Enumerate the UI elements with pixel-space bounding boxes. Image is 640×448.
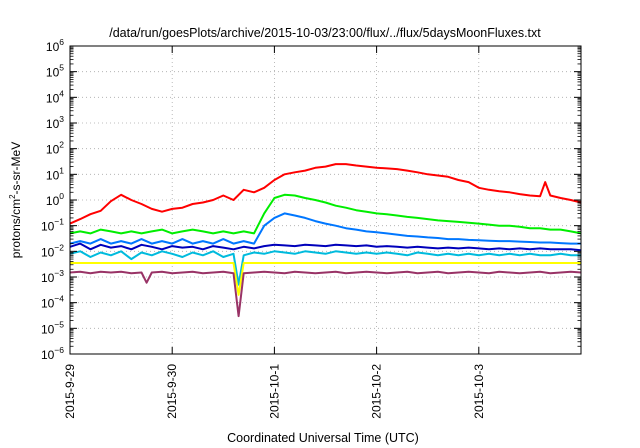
y-tick-label: 10−5: [41, 319, 64, 336]
series-line-1: [69, 163, 582, 225]
y-tick-label: 103: [46, 114, 64, 131]
chart-title: /data/run/goesPlots/archive/2015-10-03/2…: [109, 26, 541, 40]
series-line-6: [70, 262, 581, 296]
y-axis-label-base: protons/cm: [9, 199, 23, 258]
x-axis-label: Coordinated Universal Time (UTC): [227, 431, 419, 445]
axis-ticks: [69, 45, 581, 355]
y-tick-label: 10−6: [41, 345, 64, 362]
x-tick-label: 2015-10-1: [267, 364, 281, 419]
y-tick-label: 100: [46, 191, 64, 208]
y-tick-label: 105: [46, 63, 64, 80]
y-tick-label: 10−4: [41, 294, 64, 311]
y-tick-label: 10−3: [41, 268, 64, 285]
y-axis-label-rest: -s-sr-MeV: [9, 142, 23, 195]
series-line-5: [69, 250, 581, 286]
series-line-7: [69, 270, 582, 318]
y-tick-label: 102: [46, 140, 64, 157]
x-tick-label: 2015-10-3: [472, 364, 486, 419]
y-axis-label: protons/cm2-s-sr-MeV: [8, 142, 23, 258]
y-tick-labels: 10−6 10−5 10−4 10−3 10−2 10−1 100 101 102 103 104 1…: [41, 37, 64, 362]
x-tick-label: 2015-9-30: [165, 364, 179, 419]
y-tick-label: 10−2: [41, 242, 64, 259]
series-lines: [69, 163, 582, 318]
x-tick-labels: 2015-9-29 2015-9-30 2015-10-1 2015-10-2 2015…: [63, 364, 486, 419]
y-tick-label: 10−1: [41, 217, 64, 234]
grid-lines: [70, 46, 581, 354]
y-tick-label: 101: [46, 165, 64, 182]
x-tick-label: 2015-10-2: [370, 364, 384, 419]
series-line-2: [69, 193, 582, 235]
series-line-4: [69, 242, 582, 252]
y-tick-label: 106: [46, 37, 64, 54]
series-line-3: [69, 212, 581, 245]
x-tick-label: 2015-9-29: [63, 364, 77, 419]
y-axis-label-sup: 2: [8, 194, 17, 199]
y-tick-label: 104: [46, 88, 64, 105]
